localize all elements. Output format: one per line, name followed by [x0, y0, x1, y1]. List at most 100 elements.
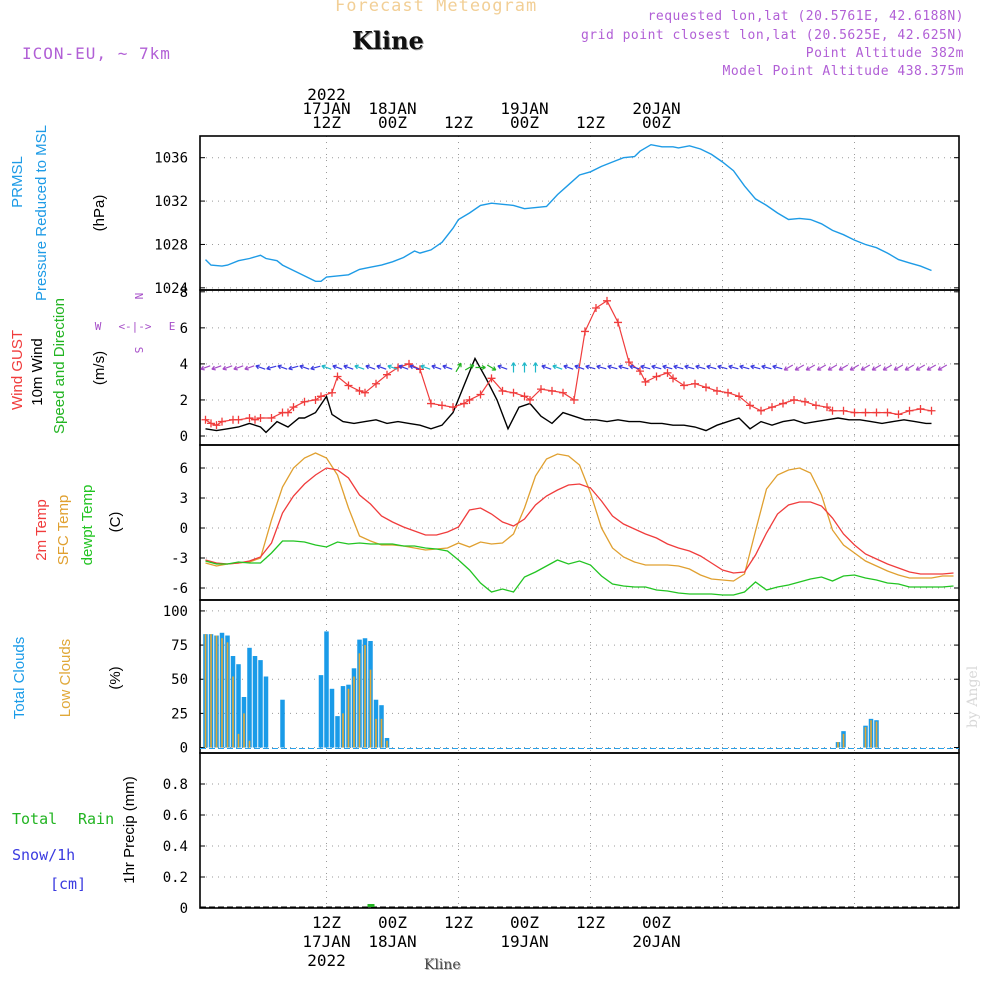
gust-marker — [603, 296, 611, 305]
ylabel-total-clouds: Total Clouds — [11, 637, 28, 720]
gust-marker — [625, 358, 633, 367]
wind-direction-arrow — [761, 364, 772, 370]
model-name: ICON-EU, ~ 7km — [22, 44, 171, 63]
wind-direction-arrow — [552, 364, 563, 370]
wind-direction-arrow — [893, 364, 904, 371]
wind-direction-arrow — [497, 364, 508, 370]
cloud-low-bar — [347, 688, 350, 748]
gust-marker — [828, 406, 837, 415]
gust-marker — [526, 395, 534, 404]
gust-marker — [883, 408, 892, 417]
gust-marker — [361, 388, 369, 397]
cloud-low-bar — [243, 713, 245, 748]
ytick-label: 50 — [171, 672, 188, 688]
wind-direction-arrow — [706, 364, 717, 370]
point-altitude: Point Altitude 382m — [805, 46, 964, 61]
cloud-low-bar — [386, 740, 388, 748]
cloud-total-bar — [280, 699, 285, 748]
wind-direction-arrow — [420, 364, 431, 370]
wind-direction-arrow — [442, 364, 453, 370]
wind-direction-arrow — [211, 365, 222, 371]
gust-marker — [735, 392, 743, 401]
gust-marker — [218, 417, 226, 426]
t2m-line — [205, 467, 954, 575]
wind-direction-arrow — [926, 364, 937, 371]
top-tick-label: 12Z — [576, 113, 605, 132]
cloud-total-bar — [318, 675, 324, 748]
ytick-label: 8 — [180, 285, 188, 301]
ytick-label: 1032 — [154, 194, 188, 210]
wind-direction-arrow — [563, 364, 574, 370]
gust-marker — [916, 404, 925, 413]
ytick-label: 0 — [180, 741, 188, 757]
gust-marker — [234, 415, 243, 424]
gust-marker — [801, 397, 809, 406]
cloud-low-bar — [248, 740, 251, 748]
compass-rose: N W <-|-> E S — [95, 293, 176, 354]
ylabel-prmsl: PRMSL — [9, 156, 26, 208]
wind-direction-arrow — [343, 364, 354, 370]
cloud-total-bar — [324, 631, 329, 748]
ytick-label: 0.4 — [163, 839, 188, 855]
wind-direction-arrow — [288, 365, 299, 371]
ylabel-wind10m: 10m Wind — [29, 338, 46, 406]
wind-direction-arrow — [354, 364, 365, 370]
gust-marker — [636, 367, 644, 376]
wind-direction-arrow — [409, 364, 420, 370]
ylabel-pressure: Pressure Reduced to MSL — [33, 125, 50, 301]
cloud-total-bar — [335, 716, 340, 748]
gust-marker — [317, 392, 325, 401]
wind-direction-arrow — [827, 364, 838, 371]
ytick-label: 100 — [163, 604, 188, 620]
gust-marker — [652, 372, 661, 381]
ytick-label: 75 — [171, 638, 188, 654]
top-tick-label: 17JAN — [302, 99, 350, 118]
wind-direction-arrow — [662, 364, 673, 370]
gust-marker — [861, 408, 870, 417]
cloud-total-bar — [252, 656, 258, 748]
legend-total: Total — [12, 810, 57, 828]
unit-precip: 1hr Precip (mm) — [121, 776, 138, 884]
ytick-label: 0.6 — [163, 808, 188, 824]
cloud-low-bar — [842, 733, 845, 748]
ytick-label: -6 — [171, 581, 188, 597]
cloud-low-bar — [364, 645, 366, 748]
gridpoint-coordinates: grid point closest lon,lat (20.5625E, 42… — [580, 28, 964, 43]
bottom-tick-label: 19JAN — [500, 932, 548, 951]
meteogram-title: Forecast Meteogram — [335, 0, 538, 16]
gust-marker — [427, 399, 435, 408]
ytick-label: 2 — [180, 393, 188, 409]
wind-direction-arrow — [618, 364, 629, 370]
cloud-total-bar — [263, 676, 269, 748]
gust-marker — [328, 388, 336, 397]
cloud-low-bar — [864, 727, 867, 748]
wind-direction-arrow — [321, 364, 332, 370]
top-tick-label: 00Z — [378, 113, 407, 132]
unit-wind: (m/s) — [91, 351, 108, 385]
gust-marker — [405, 359, 413, 368]
wind-direction-arrow — [717, 364, 728, 370]
wind-direction-arrow — [750, 364, 761, 370]
wind-direction-arrow — [277, 364, 288, 370]
sfc-temp-line — [205, 452, 954, 582]
ytick-label: 0.2 — [163, 870, 188, 886]
wind-direction-arrow — [695, 364, 706, 370]
cloud-low-bar — [342, 713, 344, 748]
panel-frame — [199, 599, 960, 754]
gust-marker — [850, 408, 859, 417]
panel-pressure: 1024 1028 1032 1036 — [154, 135, 960, 297]
bottom-tick-label: 17JAN — [302, 932, 350, 951]
ytick-label: 6 — [180, 461, 188, 477]
gust-marker — [256, 413, 265, 422]
panel-temperature: -6 -3 0 3 6 — [171, 444, 960, 601]
wind-direction-arrow — [521, 362, 528, 373]
gust-marker — [267, 413, 276, 422]
gust-marker — [872, 408, 881, 417]
unit-temp: (C) — [107, 512, 124, 533]
wind-direction-arrow — [222, 365, 233, 371]
bottom-tick-label: 12Z — [444, 913, 473, 932]
gust-marker — [746, 401, 754, 410]
unit-clouds: (%) — [107, 666, 124, 689]
gust-marker — [641, 377, 650, 386]
gust-marker — [812, 401, 820, 410]
